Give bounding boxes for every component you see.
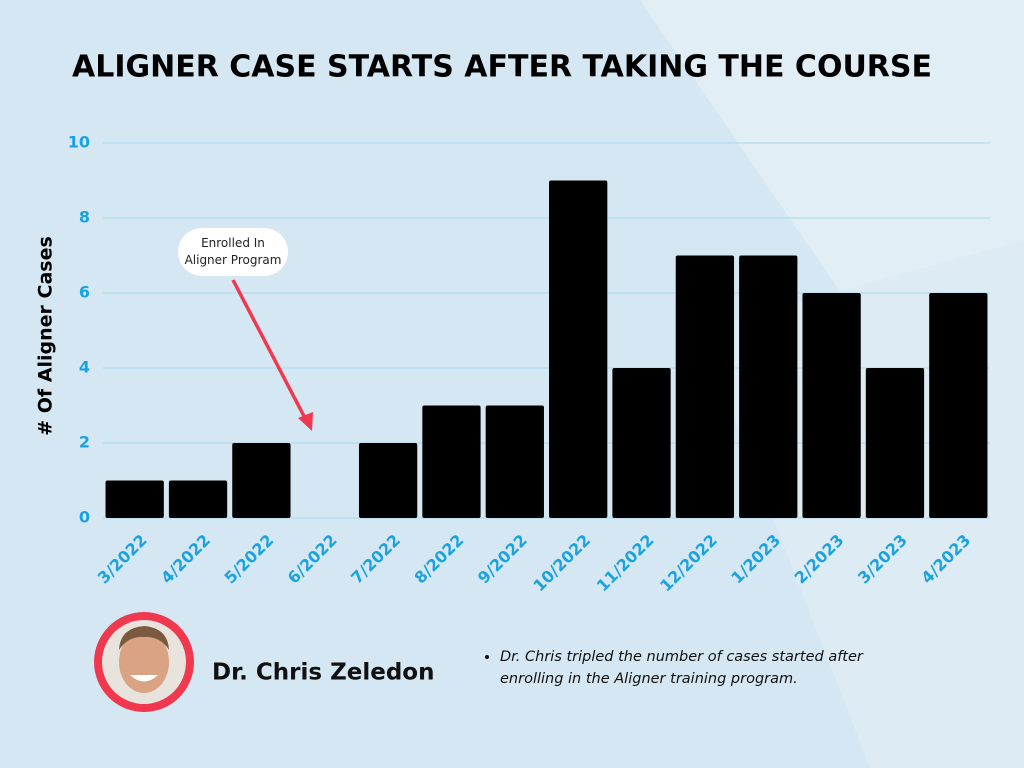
y-tick-label: 8	[79, 208, 90, 227]
arrow	[231, 279, 308, 421]
y-tick-label: 0	[79, 508, 90, 527]
chart-title: ALIGNER CASE STARTS AFTER TAKING THE COU…	[72, 50, 932, 85]
author-name: Dr. Chris Zeledon	[212, 660, 434, 686]
note: Dr. Chris tripled the number of cases st…	[500, 646, 930, 690]
x-tick-label: 6/2022	[284, 531, 341, 588]
bar	[929, 293, 988, 518]
bar	[549, 180, 608, 518]
x-tick-label: 4/2022	[157, 531, 214, 588]
bar	[675, 255, 735, 518]
y-tick-label: 10	[68, 133, 90, 152]
x-tick-label: 3/2022	[94, 531, 151, 588]
bar	[168, 480, 228, 518]
y-tick-label: 6	[79, 283, 90, 302]
y-axis-label: # Of Aligner Cases	[35, 236, 57, 436]
bar	[422, 405, 481, 518]
bar	[358, 443, 418, 518]
x-tick-label: 12/2022	[656, 531, 721, 596]
x-tick-label: 1/2023	[727, 531, 784, 588]
bar	[105, 480, 164, 518]
x-tick-label: 11/2022	[593, 531, 658, 596]
bar	[612, 368, 671, 518]
x-tick-label: 10/2022	[529, 531, 594, 596]
bar	[739, 255, 798, 518]
photo-face	[119, 631, 169, 693]
x-tick-label: 5/2022	[220, 531, 277, 588]
arrow-head	[298, 412, 313, 431]
x-tick-label: 9/2022	[474, 531, 531, 588]
photo-hair	[119, 626, 169, 650]
bar	[802, 293, 861, 518]
annotation: Enrolled In Aligner Program	[178, 228, 288, 276]
y-tick-label: 4	[79, 358, 90, 377]
bar	[485, 405, 544, 518]
x-tick-label: 7/2022	[347, 531, 404, 588]
y-tick-label: 2	[79, 433, 90, 452]
bar	[232, 443, 291, 518]
x-tick-label: 8/2022	[411, 531, 468, 588]
photo-smile	[130, 675, 158, 682]
bar	[865, 368, 925, 518]
notes: Dr. Chris tripled the number of cases st…	[482, 646, 930, 690]
